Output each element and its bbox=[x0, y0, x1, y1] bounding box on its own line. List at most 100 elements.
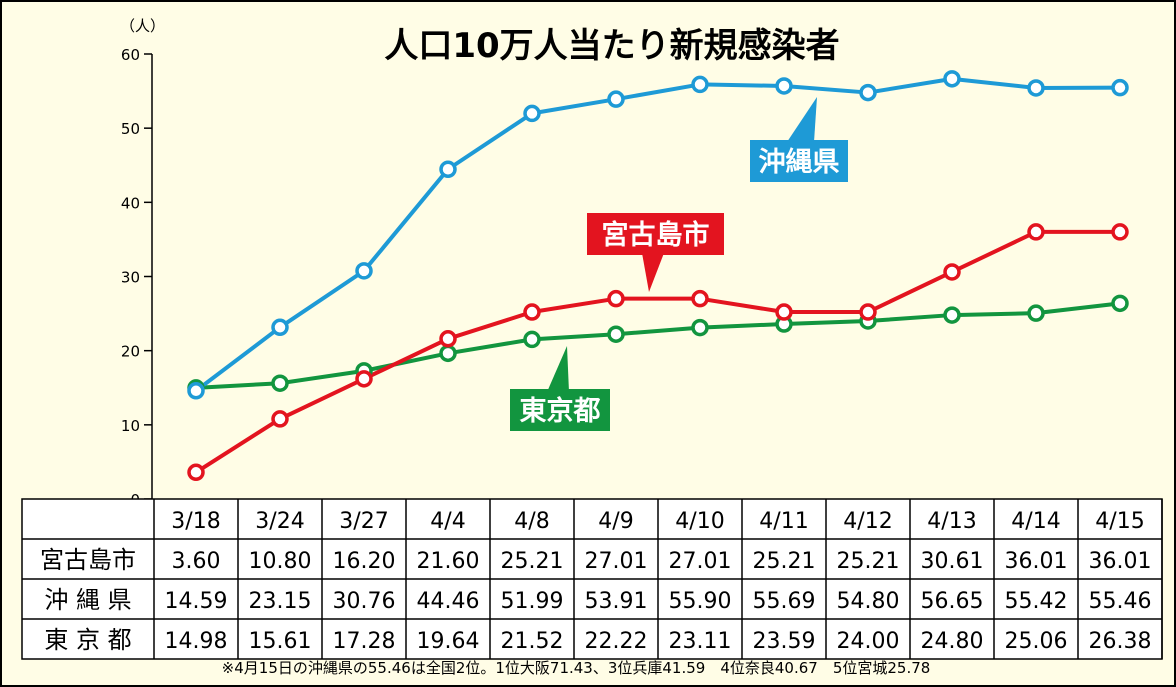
data-table: 3/18 3/24 3/27 4/4 4/8 4/9 4/10 4/11 4/12 4/13 4/1… bbox=[21, 498, 1163, 660]
data-point bbox=[1027, 304, 1045, 322]
data-point bbox=[1111, 78, 1129, 97]
table-cell: 27.01 bbox=[669, 549, 732, 574]
table-cell: 54.80 bbox=[837, 589, 900, 614]
table-cell: 22.22 bbox=[585, 629, 648, 654]
x-category-label: 4/15 bbox=[1095, 509, 1144, 534]
callout-box bbox=[750, 140, 848, 182]
y-axis-unit: （人） bbox=[120, 17, 165, 35]
table-cell: 26.38 bbox=[1089, 629, 1152, 654]
y-tick-label: 60 bbox=[121, 46, 140, 64]
data-point bbox=[187, 382, 205, 400]
table-cell: 24.80 bbox=[921, 629, 984, 654]
table-cell: 15.61 bbox=[249, 629, 312, 654]
data-point bbox=[271, 374, 289, 392]
table-cell: 10.80 bbox=[249, 549, 312, 574]
data-point bbox=[271, 410, 289, 428]
table-cell: 23.59 bbox=[753, 629, 816, 654]
data-point bbox=[607, 325, 625, 343]
series-label: 東京都 bbox=[520, 395, 601, 427]
callout-pointer bbox=[642, 253, 664, 292]
table-cell: 30.61 bbox=[921, 549, 984, 574]
table-cell: 27.01 bbox=[585, 549, 648, 574]
data-point bbox=[1027, 79, 1045, 97]
data-point bbox=[691, 318, 709, 337]
x-category-label: 4/10 bbox=[675, 509, 724, 534]
data-point bbox=[943, 306, 961, 324]
table-cell: 55.69 bbox=[753, 589, 816, 614]
data-point bbox=[691, 289, 709, 308]
x-category-label: 4/11 bbox=[759, 509, 808, 534]
series-line-1 bbox=[194, 76, 1121, 393]
data-point bbox=[355, 370, 373, 388]
data-point bbox=[1027, 223, 1045, 241]
table-cell: 36.01 bbox=[1089, 549, 1152, 574]
data-point bbox=[271, 318, 289, 337]
table-cell: 24.00 bbox=[837, 629, 900, 654]
table-cell: 23.15 bbox=[249, 589, 312, 614]
table-cell: 23.11 bbox=[669, 629, 732, 654]
x-category-label: 4/13 bbox=[927, 509, 976, 534]
table-cell: 55.42 bbox=[1005, 589, 1068, 614]
data-point bbox=[607, 90, 625, 108]
x-category-label: 3/18 bbox=[171, 509, 220, 534]
data-point bbox=[523, 303, 541, 321]
table-row-label: 沖 縄 県 bbox=[44, 586, 131, 614]
callout-pointer bbox=[547, 346, 569, 392]
table-cell: 44.46 bbox=[417, 589, 480, 614]
data-point bbox=[355, 262, 373, 280]
chart-title: 人口10万人当たり新規感染者 bbox=[384, 26, 839, 66]
table-cell: 30.76 bbox=[333, 589, 396, 614]
x-category-label: 4/9 bbox=[598, 509, 633, 534]
x-category-label: 4/4 bbox=[430, 509, 465, 534]
table-cell: 25.21 bbox=[837, 549, 900, 574]
table-cell: 14.98 bbox=[165, 629, 228, 654]
data-point bbox=[439, 344, 457, 363]
data-point bbox=[439, 160, 457, 179]
x-category-label: 3/27 bbox=[339, 509, 388, 534]
table-cell: 25.21 bbox=[501, 549, 564, 574]
table-cell: 21.60 bbox=[417, 549, 480, 574]
data-point bbox=[439, 330, 457, 348]
table-cell: 53.91 bbox=[585, 589, 648, 614]
data-point bbox=[775, 303, 793, 321]
data-point bbox=[943, 263, 961, 281]
data-point bbox=[1111, 223, 1129, 241]
data-point bbox=[859, 303, 877, 321]
table-cell: 17.28 bbox=[333, 629, 396, 654]
table-cell: 55.90 bbox=[669, 589, 732, 614]
series-line-0 bbox=[194, 229, 1120, 474]
table-cell: 19.64 bbox=[417, 629, 480, 654]
series-label: 沖縄県 bbox=[759, 147, 840, 178]
table-cell: 3.60 bbox=[172, 549, 221, 574]
table-cell: 14.59 bbox=[165, 589, 228, 614]
table-cell: 51.99 bbox=[501, 589, 564, 614]
table-row-label: 宮古島市 bbox=[40, 546, 136, 574]
table-cell: 25.06 bbox=[1005, 629, 1068, 654]
data-point bbox=[187, 463, 205, 482]
y-tick-label: 20 bbox=[121, 343, 140, 361]
table-row-label: 東 京 都 bbox=[44, 626, 131, 654]
table-cell: 36.01 bbox=[1005, 549, 1068, 574]
data-point bbox=[775, 77, 793, 95]
x-category-label: 4/12 bbox=[843, 509, 892, 534]
data-point bbox=[607, 289, 625, 308]
data-point bbox=[859, 83, 877, 102]
data-point bbox=[691, 75, 709, 94]
table-cell: 16.20 bbox=[333, 549, 396, 574]
data-point bbox=[943, 70, 961, 88]
x-category-label: 4/8 bbox=[514, 509, 549, 534]
footnote: ※4月15日の沖縄県の55.46は全国2位。1位大阪71.43、3位兵庫41.5… bbox=[222, 659, 931, 677]
callout-box bbox=[587, 213, 724, 255]
y-tick-label: 10 bbox=[121, 417, 140, 435]
x-category-label: 3/24 bbox=[255, 509, 304, 534]
data-point bbox=[523, 104, 541, 123]
table-cell: 25.21 bbox=[753, 549, 816, 574]
callout-box bbox=[510, 389, 610, 431]
callout-pointer bbox=[787, 97, 817, 142]
table-cell: 21.52 bbox=[501, 629, 564, 654]
y-axis: 0102030405060 bbox=[121, 46, 153, 509]
series-line-2 bbox=[195, 301, 1121, 390]
